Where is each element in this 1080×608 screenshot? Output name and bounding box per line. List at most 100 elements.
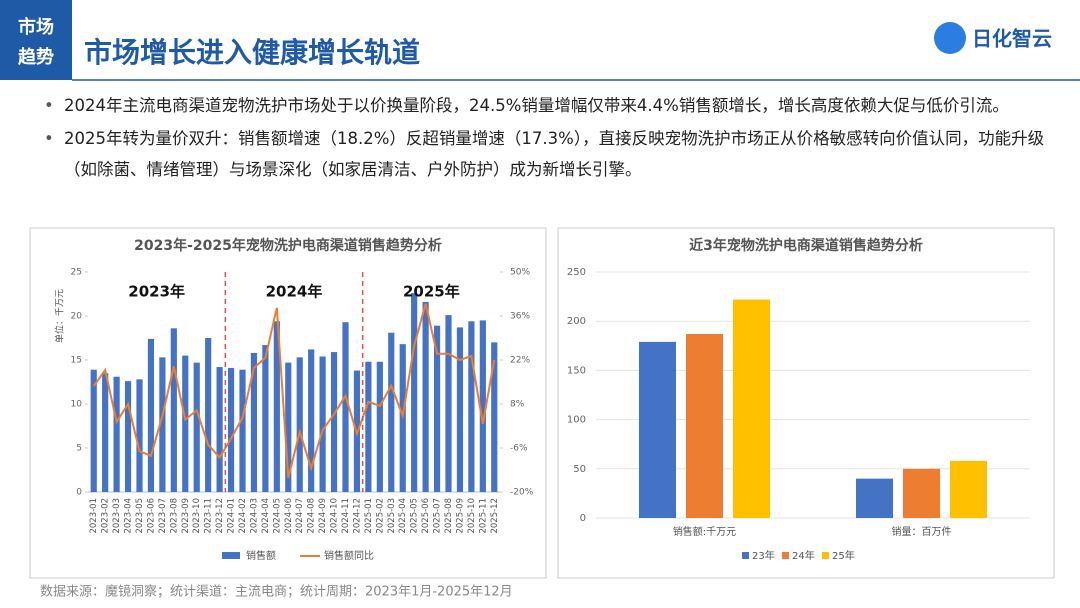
bar [445,315,452,492]
x-tick-label: 2024-11 [341,498,351,534]
chart-frame [557,227,1055,579]
bar [250,352,258,492]
x-tick-label: 2023-08 [169,498,179,534]
line [92,303,496,479]
y-tick-label: 20 [71,312,83,322]
x-tick-label: 2023-11 [204,498,214,534]
x-tick-label: 2023-07 [158,498,168,534]
bar [330,352,338,492]
logo: 日化智云 [972,27,1052,51]
legend-label: 销售额 [246,549,276,562]
y2-tick-label: 22% [510,356,530,366]
y2-tick-label: -20% [510,488,534,498]
bar [170,328,177,492]
bar [686,333,723,518]
x-tick-label: 2025-06 [421,498,431,534]
bar [285,362,292,492]
bullet: 2025年转为量价双升：销售额增速（18.2%）反超销量增速（17.3%），直接… [42,123,1052,185]
x-tick-label: 2025-01 [364,498,374,534]
bar [239,369,246,492]
bar [308,349,315,492]
bar [468,321,475,492]
bar [456,327,464,492]
bar [227,367,235,492]
bar [733,299,770,518]
bar [319,356,326,492]
x-tick-label: 2025-02 [375,498,385,534]
x-tick-label: 销售额:千万元 [673,525,736,538]
bar [433,325,441,492]
bar [102,373,109,492]
x-tick-label: 2023-02 [101,498,111,534]
x-tick-label: 2025-03 [387,498,397,534]
bar [491,342,498,492]
x-tick-label: 2023-05 [135,498,145,534]
bar [411,293,418,492]
legend-label: 销售额同比 [324,549,374,562]
y-tick-label: 150 [567,365,586,376]
chart-frame [29,227,547,579]
y2-tick-label: 8% [510,400,525,410]
bar [388,332,395,492]
bar [365,361,372,492]
x-tick-label: 2023-09 [181,498,191,534]
x-tick-label: 2024-04 [261,498,271,534]
bar [273,321,280,492]
x-tick-label: 2024-03 [249,498,259,534]
x-tick-label: 2024-12 [352,498,362,534]
bar [422,301,429,492]
bar [903,468,940,518]
legend-label: 23年 [752,549,775,562]
x-tick-label: 2023-04 [124,498,134,534]
bar [193,362,200,492]
x-tick-label: 2025-10 [467,498,477,534]
chart-title: 近3年宠物洗护电商渠道销售趋势分析 [689,237,923,254]
footer: 数据来源：魔镜洞察；统计渠道：主流电商；统计周期：2023年1月-2025年12… [40,585,513,600]
x-tick-label: 2025-07 [433,498,443,534]
legend-swatch [222,552,240,559]
y-tick-label: 250 [567,267,586,278]
tag: 趋势 [18,46,54,68]
bar [296,357,303,492]
legend-swatch [742,552,749,559]
x-tick-label: 2023-03 [112,498,122,534]
x-tick-label: 2024-01 [227,498,237,534]
y-tick-label: 100 [567,415,586,426]
y-tick-label: 15 [71,356,82,366]
x-tick-label: 2024-05 [272,498,282,534]
tag-box [0,0,72,80]
bar [136,379,143,492]
bar [159,357,166,492]
bar [950,460,987,518]
y-tick-label: 0 [580,513,586,524]
y-tick-label: 50 [573,464,586,475]
x-tick-label: 2025-09 [455,498,465,534]
bar [479,320,486,492]
bar [90,369,97,492]
x-tick-label: 2024-07 [295,498,305,534]
x-tick-label: 2024-10 [330,498,340,534]
bar [639,341,676,518]
bar [147,338,155,492]
logo-icon [934,22,966,54]
annotation: 2023年 [128,283,185,301]
bar [216,367,223,492]
y-tick-label: 0 [76,488,82,498]
x-tick-label: 2025-12 [490,498,500,534]
y-axis-label: 单位：千万元 [54,289,66,343]
legend-swatch [782,552,789,559]
x-tick-label: 2023-01 [89,498,99,534]
x-tick-label: 销量：百万件 [892,525,952,538]
bullets: 2024年主流电商渠道宠物洗护市场处于以价换量阶段，24.5%销量增幅仅带来4.… [42,90,1052,187]
bar [113,376,120,492]
bullet: 2024年主流电商渠道宠物洗护市场处于以价换量阶段，24.5%销量增幅仅带来4.… [42,90,1052,121]
bar [376,361,383,492]
legend-swatch [822,552,829,559]
chart-title: 2023年-2025年宠物洗护电商渠道销售趋势分析 [134,237,442,254]
bar [205,338,212,492]
bar [342,322,349,492]
x-tick-label: 2025-04 [398,498,408,534]
tag: 市场 [18,16,54,38]
y2-tick-label: 36% [510,312,530,322]
